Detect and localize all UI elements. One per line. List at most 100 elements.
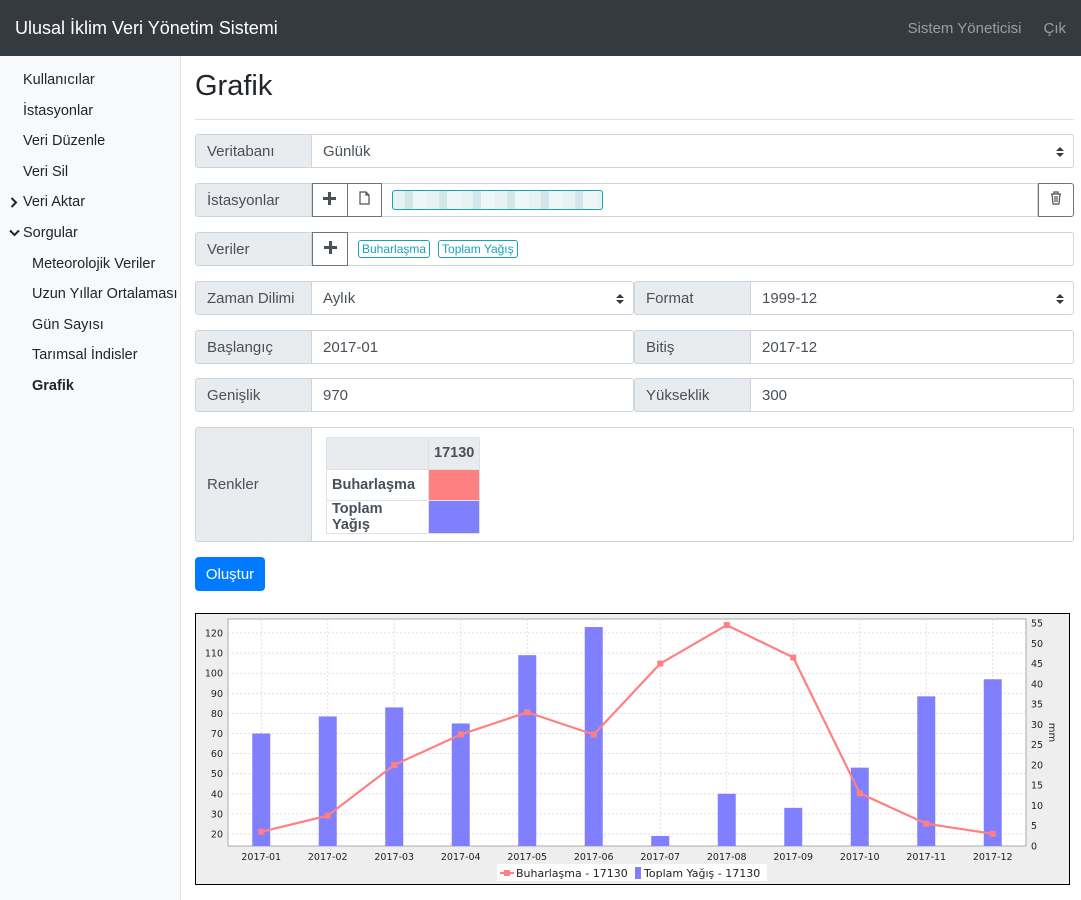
format-value: 1999-12: [762, 289, 818, 307]
time-period-value: Aylık: [323, 289, 356, 307]
y-left-tick-label: 20: [211, 829, 223, 840]
sidebar-item-stations[interactable]: İstasyonlar: [0, 96, 180, 127]
sidebar-item-label: Veri Sil: [23, 163, 69, 180]
variables-row: Veriler Buharlaşma Toplam Yağış: [195, 232, 1074, 266]
select-arrows-icon: [616, 292, 624, 309]
sidebar-item-transfer-data[interactable]: Veri Aktar: [0, 187, 180, 218]
chart-svg: 20 30 40 50 60 70 80 90 100 110 120 0 5 10 15 20 25 30 35 4…: [205, 619, 1057, 881]
bar: [917, 696, 936, 846]
sidebar-item-delete-data[interactable]: Veri Sil: [0, 157, 180, 188]
y-right-tick-label: 35: [1031, 700, 1043, 711]
sidebar-item-agri-indices[interactable]: Tarımsal İndisler: [0, 340, 180, 371]
sidebar-item-day-count[interactable]: Gün Sayısı: [0, 310, 180, 341]
add-station-button[interactable]: [311, 183, 348, 217]
height-input[interactable]: 300: [751, 378, 1074, 412]
logout-link[interactable]: Çık: [1043, 19, 1067, 37]
file-icon: [359, 191, 370, 209]
line-point: [258, 828, 265, 835]
y-left-tick-label: 50: [211, 769, 223, 780]
x-tick-label: 2017-02: [308, 852, 348, 863]
bar: [717, 793, 736, 846]
width-label: Genişlik: [195, 378, 312, 412]
create-chart-button[interactable]: Oluştur: [195, 557, 265, 591]
select-arrows-icon: [1056, 145, 1064, 162]
legend-swatch-bar: [635, 867, 641, 879]
sidebar-item-label: Meteorolojik Veriler: [32, 255, 156, 272]
color-row-label: Toplam Yağış: [326, 500, 429, 534]
line-point: [723, 622, 730, 629]
user-link[interactable]: Sistem Yöneticisi: [907, 19, 1022, 37]
variables-field[interactable]: Buharlaşma Toplam Yağış: [348, 232, 1074, 266]
sidebar-item-long-term-average[interactable]: Uzun Yıllar Ortalaması: [0, 279, 180, 310]
station-tag[interactable]: [391, 190, 603, 210]
start-label: Başlangıç: [195, 330, 312, 364]
variable-tag-precipitation[interactable]: Toplam Yağış: [438, 240, 518, 258]
sidebar-item-meteorological[interactable]: Meteorolojik Veriler: [0, 249, 180, 280]
x-tick-label: 2017-06: [574, 852, 614, 863]
width-input[interactable]: 970: [312, 378, 634, 412]
y-right-tick-label: 5: [1031, 821, 1037, 832]
colors-label: Renkler: [195, 427, 312, 542]
add-variable-button[interactable]: [312, 232, 348, 266]
variable-tag-evaporation[interactable]: Buharlaşma: [358, 240, 431, 258]
sidebar-item-edit-data[interactable]: Veri Düzenle: [0, 126, 180, 157]
divider: [195, 119, 1074, 120]
color-swatch-precipitation[interactable]: [427, 500, 481, 534]
chevron-down-icon: [9, 218, 20, 249]
sidebar-item-label: İstasyonlar: [23, 102, 94, 119]
line-point: [590, 731, 597, 738]
y-right-tick-label: 45: [1031, 659, 1043, 670]
y-right-tick-label: 40: [1031, 679, 1043, 690]
y-left-tick-label: 60: [211, 749, 223, 760]
x-tick-label: 2017-05: [507, 852, 547, 863]
station-file-button[interactable]: [347, 183, 382, 217]
y-left-tick-label: 100: [205, 669, 223, 680]
sidebar-item-label: Gün Sayısı: [32, 316, 104, 333]
sidebar-item-chart[interactable]: Grafik: [0, 371, 180, 402]
time-period-select[interactable]: Aylık: [312, 281, 634, 315]
line-point: [391, 761, 398, 768]
bar: [518, 655, 537, 846]
main-content: Grafik: [195, 56, 1074, 120]
format-label: Format: [634, 281, 751, 315]
format-select[interactable]: 1999-12: [751, 281, 1074, 315]
chart-legend: Buharlaşma - 17130 Toplam Yağış - 17130: [497, 864, 767, 881]
variables-label: Veriler: [195, 232, 312, 266]
x-tick-label: 2017-12: [973, 852, 1013, 863]
start-input[interactable]: 2017-01: [312, 330, 634, 364]
series-line: [260, 623, 993, 835]
bar: [318, 716, 337, 846]
x-tick-label: 2017-03: [374, 852, 414, 863]
x-tick-label: 2017-08: [707, 852, 747, 863]
database-row: Veritabanı Günlük: [195, 134, 1074, 168]
end-input[interactable]: 2017-12: [751, 330, 1074, 364]
stations-field[interactable]: [381, 183, 1039, 217]
y-right-tick-label: 10: [1031, 801, 1043, 812]
end-label: Bitiş: [634, 330, 751, 364]
y-left-tick-label: 70: [211, 729, 223, 740]
x-tick-label: 2017-09: [773, 852, 813, 863]
color-swatch-evaporation[interactable]: [427, 468, 481, 501]
y-left-tick-label: 110: [205, 649, 223, 660]
time-period-label: Zaman Dilimi: [195, 281, 312, 315]
navbar-links: Sistem Yöneticisi Çık: [908, 20, 1066, 37]
line-point: [989, 830, 996, 837]
delete-stations-button[interactable]: [1038, 183, 1074, 217]
format-row: Format 1999-12: [634, 281, 1074, 315]
database-select[interactable]: Günlük: [312, 134, 1074, 168]
y-right-tick-label: 0: [1031, 842, 1037, 853]
sidebar-item-queries[interactable]: Sorgular: [0, 218, 180, 249]
line-point: [324, 812, 331, 819]
line-point: [457, 731, 464, 738]
line-point: [923, 820, 930, 827]
colors-table-station-header: 17130: [427, 437, 481, 470]
colors-table: 17130 Buharlaşma Toplam Yağış: [326, 437, 481, 534]
line-point: [657, 660, 664, 667]
plus-icon: [323, 191, 337, 209]
chevron-right-icon: [9, 187, 19, 218]
app-title[interactable]: Ulusal İklim Veri Yönetim Sistemi: [15, 17, 278, 38]
y-left-tick-label: 30: [211, 809, 223, 820]
sidebar-item-users[interactable]: Kullanıcılar: [0, 65, 180, 96]
legend-label: Buharlaşma - 17130: [516, 867, 628, 880]
y-left-tick-label: 90: [211, 689, 223, 700]
